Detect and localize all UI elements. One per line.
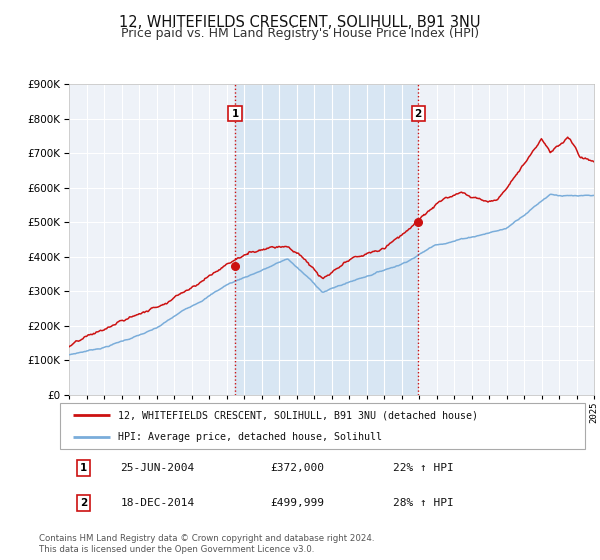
Text: 18-DEC-2014: 18-DEC-2014 [121, 498, 194, 508]
Text: 22% ↑ HPI: 22% ↑ HPI [394, 463, 454, 473]
Text: 1: 1 [80, 463, 87, 473]
Text: £372,000: £372,000 [270, 463, 324, 473]
Text: HPI: Average price, detached house, Solihull: HPI: Average price, detached house, Soli… [118, 432, 382, 442]
Text: £499,999: £499,999 [270, 498, 324, 508]
Text: Price paid vs. HM Land Registry's House Price Index (HPI): Price paid vs. HM Land Registry's House … [121, 27, 479, 40]
Text: This data is licensed under the Open Government Licence v3.0.: This data is licensed under the Open Gov… [39, 545, 314, 554]
Text: 2: 2 [80, 498, 87, 508]
Text: 28% ↑ HPI: 28% ↑ HPI [394, 498, 454, 508]
Text: 25-JUN-2004: 25-JUN-2004 [121, 463, 194, 473]
Text: 12, WHITEFIELDS CRESCENT, SOLIHULL, B91 3NU: 12, WHITEFIELDS CRESCENT, SOLIHULL, B91 … [119, 15, 481, 30]
Text: Contains HM Land Registry data © Crown copyright and database right 2024.: Contains HM Land Registry data © Crown c… [39, 534, 374, 543]
Text: 12, WHITEFIELDS CRESCENT, SOLIHULL, B91 3NU (detached house): 12, WHITEFIELDS CRESCENT, SOLIHULL, B91 … [118, 410, 478, 420]
Bar [235, 84, 418, 395]
Text: 2: 2 [415, 109, 422, 119]
FancyBboxPatch shape [60, 403, 585, 449]
Text: 1: 1 [232, 109, 239, 119]
